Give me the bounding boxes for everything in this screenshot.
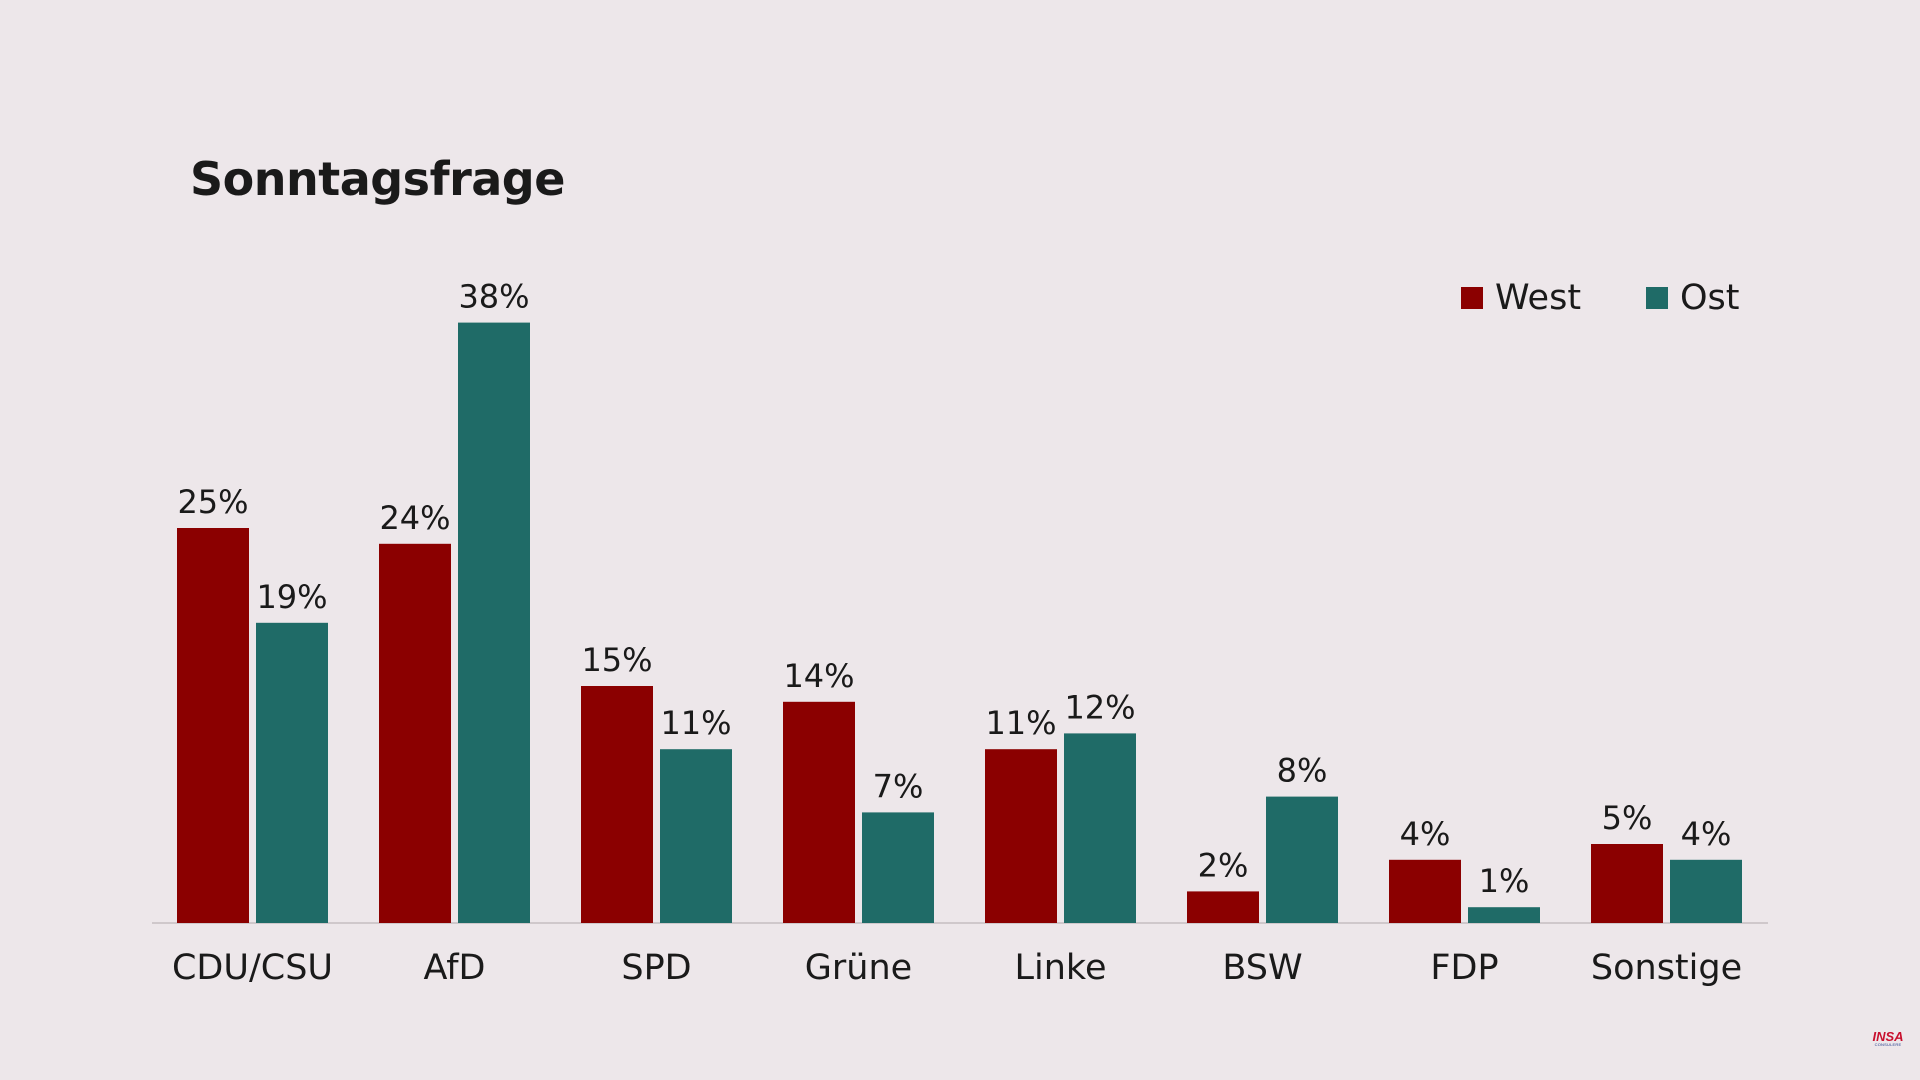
bar-west-1	[379, 543, 451, 923]
data-label-west-7: 5%	[1602, 799, 1653, 837]
bar-ost-6	[1468, 907, 1540, 923]
bar-ost-7	[1670, 859, 1742, 923]
x-tick-label-7: Sonstige	[1591, 948, 1742, 988]
logo-text: INSA	[1872, 1029, 1904, 1044]
legend-label-west: West	[1495, 278, 1582, 318]
x-tick-label-0: CDU/CSU	[172, 948, 333, 988]
legend-swatch-west	[1461, 287, 1483, 309]
bar-west-5	[1187, 891, 1259, 923]
bar-west-4	[985, 749, 1057, 923]
data-label-west-5: 2%	[1198, 846, 1249, 884]
bar-west-7	[1591, 844, 1663, 923]
bar-west-0	[177, 528, 249, 923]
bar-ost-0	[256, 622, 328, 923]
logo-subtext: CONSULERE	[1874, 1042, 1902, 1047]
data-label-west-0: 25%	[177, 483, 248, 521]
data-label-west-6: 4%	[1400, 815, 1451, 853]
data-label-ost-6: 1%	[1479, 862, 1530, 900]
x-tick-label-4: Linke	[1015, 948, 1107, 988]
legend-label-ost: Ost	[1680, 278, 1740, 318]
legend-item-west: West	[1461, 278, 1581, 318]
data-label-ost-4: 12%	[1064, 688, 1135, 726]
data-label-west-4: 11%	[985, 704, 1056, 742]
data-label-ost-5: 8%	[1277, 752, 1328, 790]
x-tick-label-1: AfD	[424, 948, 486, 988]
insa-logo: INSA CONSULERE	[1868, 1030, 1908, 1047]
data-label-ost-1: 38%	[458, 278, 529, 316]
bar-ost-3	[862, 812, 934, 923]
bar-ost-2	[660, 749, 732, 923]
bar-ost-4	[1064, 733, 1136, 923]
data-label-west-2: 15%	[581, 641, 652, 679]
bar-west-6	[1389, 859, 1461, 923]
data-label-west-3: 14%	[783, 657, 854, 695]
x-tick-label-3: Grüne	[805, 948, 912, 988]
data-label-ost-0: 19%	[256, 578, 327, 616]
bar-west-3	[783, 701, 855, 923]
bar-ost-1	[458, 322, 530, 924]
bar-west-2	[581, 686, 653, 923]
data-label-west-1: 24%	[379, 499, 450, 537]
data-label-ost-3: 7%	[873, 767, 924, 805]
bar-ost-5	[1266, 796, 1338, 923]
x-tick-label-2: SPD	[621, 948, 691, 988]
chart-title: Sonntagsfrage	[190, 152, 565, 206]
x-tick-label-6: FDP	[1430, 948, 1498, 988]
data-label-ost-7: 4%	[1681, 815, 1732, 853]
legend-swatch-ost	[1646, 287, 1668, 309]
x-tick-label-5: BSW	[1222, 948, 1302, 988]
data-label-ost-2: 11%	[660, 704, 731, 742]
legend-item-ost: Ost	[1646, 278, 1740, 318]
